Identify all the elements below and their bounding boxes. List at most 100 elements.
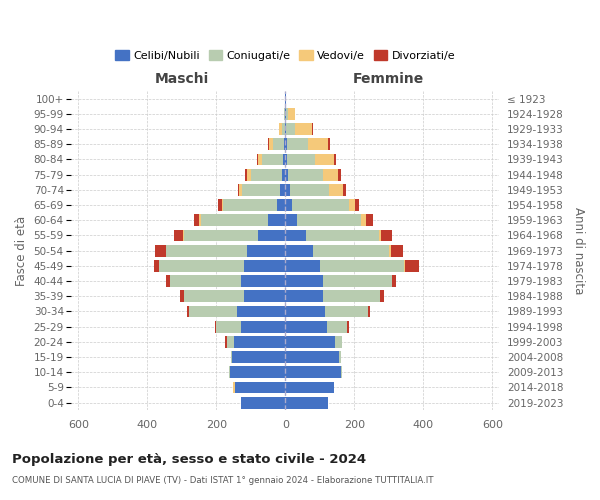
Bar bbox=[320, 260, 404, 272]
Bar bbox=[160, 260, 244, 272]
Bar bbox=[286, 336, 335, 348]
Bar bbox=[242, 184, 280, 196]
Bar bbox=[338, 168, 341, 180]
Bar bbox=[241, 320, 286, 332]
Bar bbox=[194, 214, 199, 226]
Bar bbox=[227, 336, 233, 348]
Bar bbox=[166, 275, 170, 287]
Bar bbox=[392, 275, 396, 287]
Bar bbox=[273, 138, 284, 150]
Bar bbox=[229, 366, 230, 378]
Y-axis label: Anni di nascita: Anni di nascita bbox=[572, 207, 585, 294]
Bar bbox=[286, 154, 287, 166]
Bar bbox=[286, 320, 327, 332]
Bar bbox=[284, 123, 286, 135]
Bar bbox=[306, 230, 379, 241]
Bar bbox=[288, 108, 295, 120]
Bar bbox=[286, 214, 298, 226]
Bar bbox=[282, 168, 286, 180]
Bar bbox=[286, 230, 306, 241]
Bar bbox=[391, 244, 403, 256]
Bar bbox=[367, 214, 373, 226]
Bar bbox=[187, 306, 189, 318]
Bar bbox=[241, 275, 286, 287]
Bar bbox=[154, 260, 160, 272]
Bar bbox=[277, 199, 286, 211]
Bar bbox=[268, 138, 269, 150]
Bar bbox=[184, 290, 244, 302]
Bar bbox=[238, 184, 239, 196]
Bar bbox=[329, 184, 343, 196]
Bar bbox=[323, 275, 392, 287]
Bar bbox=[241, 396, 286, 408]
Bar bbox=[308, 138, 328, 150]
Bar bbox=[315, 154, 334, 166]
Bar bbox=[335, 336, 342, 348]
Bar bbox=[237, 306, 286, 318]
Bar bbox=[381, 230, 392, 241]
Bar bbox=[230, 366, 286, 378]
Bar bbox=[247, 244, 286, 256]
Bar bbox=[235, 382, 286, 394]
Bar bbox=[286, 199, 292, 211]
Bar bbox=[286, 382, 334, 394]
Bar bbox=[215, 320, 217, 332]
Y-axis label: Fasce di età: Fasce di età bbox=[15, 216, 28, 286]
Bar bbox=[404, 260, 405, 272]
Bar bbox=[284, 108, 285, 120]
Bar bbox=[347, 320, 349, 332]
Bar bbox=[286, 184, 290, 196]
Bar bbox=[286, 275, 323, 287]
Bar bbox=[343, 184, 346, 196]
Bar bbox=[286, 138, 287, 150]
Bar bbox=[312, 123, 313, 135]
Bar bbox=[355, 199, 359, 211]
Bar bbox=[180, 290, 184, 302]
Legend: Celibi/Nubili, Coniugati/e, Vedovi/e, Divorziati/e: Celibi/Nubili, Coniugati/e, Vedovi/e, Di… bbox=[111, 46, 460, 65]
Bar bbox=[325, 306, 368, 318]
Bar bbox=[286, 108, 288, 120]
Bar bbox=[244, 260, 286, 272]
Bar bbox=[286, 306, 325, 318]
Text: Popolazione per età, sesso e stato civile - 2024: Popolazione per età, sesso e stato civil… bbox=[12, 452, 366, 466]
Bar bbox=[286, 351, 339, 363]
Bar bbox=[349, 199, 355, 211]
Bar bbox=[233, 336, 286, 348]
Bar bbox=[286, 244, 313, 256]
Bar bbox=[239, 184, 242, 196]
Bar bbox=[221, 199, 223, 211]
Bar bbox=[268, 214, 286, 226]
Bar bbox=[286, 123, 295, 135]
Bar bbox=[327, 320, 347, 332]
Bar bbox=[286, 396, 328, 408]
Bar bbox=[323, 168, 338, 180]
Bar bbox=[182, 230, 184, 241]
Bar bbox=[170, 275, 241, 287]
Bar bbox=[286, 290, 323, 302]
Bar bbox=[223, 199, 277, 211]
Bar bbox=[257, 154, 258, 166]
Bar bbox=[232, 351, 286, 363]
Bar bbox=[262, 154, 283, 166]
Text: COMUNE DI SANTA LUCIA DI PIAVE (TV) - Dati ISTAT 1° gennaio 2024 - Elaborazione : COMUNE DI SANTA LUCIA DI PIAVE (TV) - Da… bbox=[12, 476, 433, 485]
Bar bbox=[189, 306, 237, 318]
Bar bbox=[258, 230, 286, 241]
Bar bbox=[155, 244, 166, 256]
Bar bbox=[380, 290, 383, 302]
Bar bbox=[166, 244, 247, 256]
Bar bbox=[284, 138, 286, 150]
Bar bbox=[286, 260, 320, 272]
Bar bbox=[323, 290, 380, 302]
Bar bbox=[217, 320, 241, 332]
Bar bbox=[231, 351, 232, 363]
Bar bbox=[218, 199, 221, 211]
Bar bbox=[251, 168, 282, 180]
Bar bbox=[313, 244, 389, 256]
Bar bbox=[280, 184, 286, 196]
Bar bbox=[287, 154, 315, 166]
Bar bbox=[292, 199, 349, 211]
Bar bbox=[334, 154, 336, 166]
Bar bbox=[174, 230, 182, 241]
Bar bbox=[361, 214, 367, 226]
Bar bbox=[295, 123, 312, 135]
